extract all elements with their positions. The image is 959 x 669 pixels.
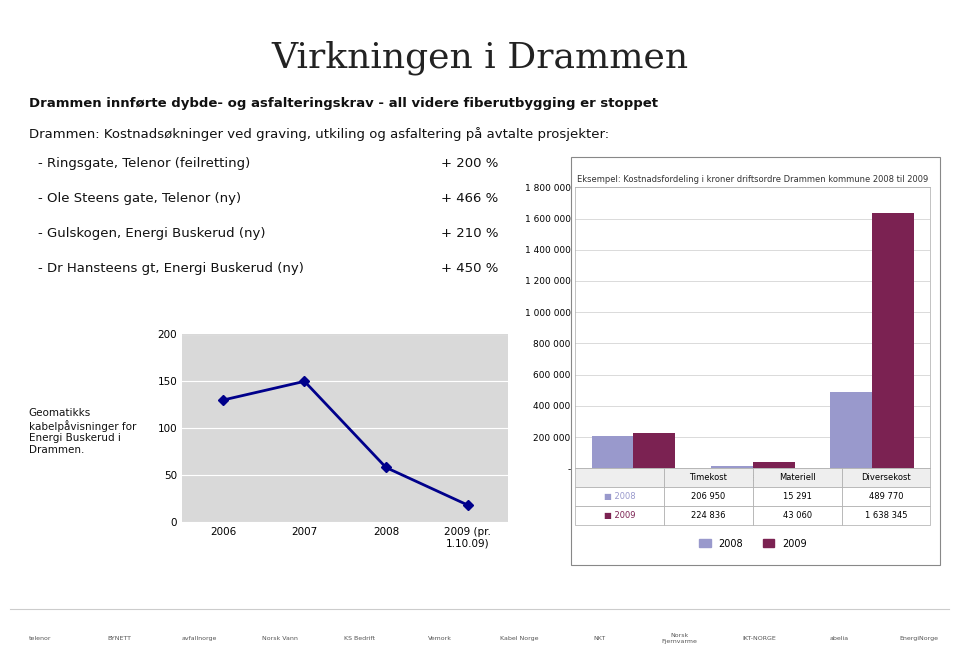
Text: Vemork: Vemork (428, 636, 452, 642)
Text: Norsk Vann: Norsk Vann (262, 636, 297, 642)
Text: + 466 %: + 466 % (441, 192, 499, 205)
Text: abelia: abelia (830, 636, 849, 642)
Text: NKT: NKT (594, 636, 605, 642)
Text: - Ole Steens gate, Telenor (ny): - Ole Steens gate, Telenor (ny) (38, 192, 242, 205)
Text: Kabel Norge: Kabel Norge (501, 636, 539, 642)
Text: IKT-NORGE: IKT-NORGE (742, 636, 776, 642)
Bar (633, 434, 675, 468)
Legend: 2008, 2009: 2008, 2009 (695, 535, 810, 553)
Text: EnergiNorge: EnergiNorge (900, 636, 939, 642)
Text: - Ringsgate, Telenor (feilretting): - Ringsgate, Telenor (feilretting) (38, 157, 250, 170)
Text: Drammen: Kostnadsøkninger ved graving, utkiling og asfaltering på avtalte prosje: Drammen: Kostnadsøkninger ved graving, u… (29, 127, 609, 141)
Bar (711, 466, 753, 468)
Title: Eksempel: Kostnadsfordeling i kroner driftsordre Drammen kommune 2008 til 2009: Eksempel: Kostnadsfordeling i kroner dri… (577, 175, 928, 184)
Text: Geomatikks
kabelpåvisninger for
Energi Buskerud i
Drammen.: Geomatikks kabelpåvisninger for Energi B… (29, 408, 136, 455)
Text: Drammen innførte dybde- og asfalteringskrav - all videre fiberutbygging er stopp: Drammen innførte dybde- og asfalteringsk… (29, 97, 658, 110)
Bar (753, 462, 795, 468)
Bar (873, 213, 914, 468)
Text: telenor: telenor (29, 636, 51, 642)
Bar (592, 436, 633, 468)
Bar (830, 392, 873, 468)
Text: Norsk
Fjernvarme: Norsk Fjernvarme (662, 634, 697, 644)
Text: - Gulskogen, Energi Buskerud (ny): - Gulskogen, Energi Buskerud (ny) (38, 227, 266, 240)
Text: KS Bedrift: KS Bedrift (344, 636, 375, 642)
Text: Virkningen i Drammen: Virkningen i Drammen (271, 40, 688, 75)
Text: + 200 %: + 200 % (441, 157, 499, 170)
Text: + 210 %: + 210 % (441, 227, 499, 240)
Text: - Dr Hansteens gt, Energi Buskerud (ny): - Dr Hansteens gt, Energi Buskerud (ny) (38, 262, 304, 274)
Text: + 450 %: + 450 % (441, 262, 499, 274)
Text: avfallnorge: avfallnorge (182, 636, 218, 642)
Text: BYNETT: BYNETT (107, 636, 132, 642)
